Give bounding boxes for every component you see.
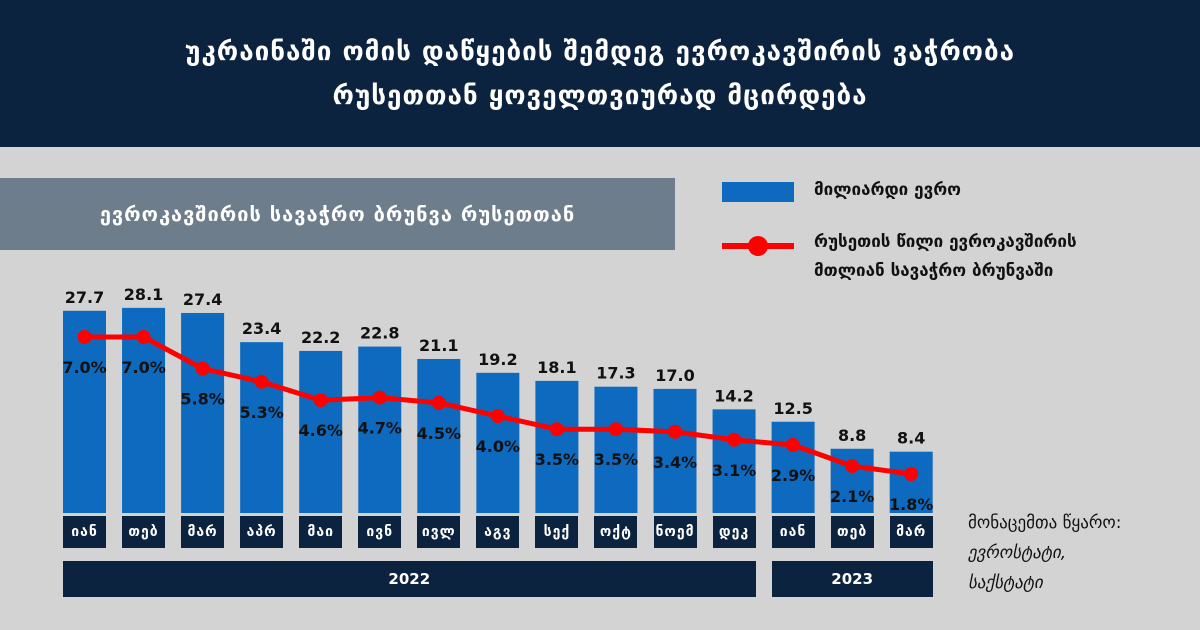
share-label-13: 2.1% xyxy=(830,487,874,506)
share-point-3 xyxy=(254,374,269,389)
share-point-11 xyxy=(727,432,742,447)
bar-value-label-1: 28.1 xyxy=(124,285,163,304)
share-label-4: 4.6% xyxy=(299,421,343,440)
bar-value-label-11: 14.2 xyxy=(714,386,753,405)
month-label-12: იან xyxy=(771,516,815,548)
share-label-14: 1.8% xyxy=(889,495,933,514)
share-point-14 xyxy=(904,467,919,481)
bar-11 xyxy=(712,409,756,513)
share-point-4 xyxy=(313,393,328,408)
share-label-12: 2.9% xyxy=(771,466,815,485)
share-point-7 xyxy=(490,409,505,424)
source-line-1: ევროსტატი, xyxy=(968,543,1067,563)
share-label-8: 3.5% xyxy=(535,450,579,469)
source-label: მონაცემთა წყარო: xyxy=(968,513,1122,533)
bar-value-label-8: 18.1 xyxy=(537,358,576,377)
title-line-1: უკრაინაში ომის დაწყების შემდეგ ევროკავში… xyxy=(184,36,1016,67)
month-label-1: თებ xyxy=(122,516,166,548)
bar-4 xyxy=(299,350,343,513)
month-label-10: ნოემ xyxy=(653,516,697,548)
title-line-2: რუსეთთან ყოველთვიურად მცირდება xyxy=(332,80,868,111)
bar-value-label-12: 12.5 xyxy=(773,399,812,418)
bar-value-label-2: 27.4 xyxy=(183,290,222,309)
bar-value-label-13: 8.8 xyxy=(838,426,866,445)
bar-9 xyxy=(594,386,638,513)
bar-value-label-6: 21.1 xyxy=(419,336,458,355)
bar-value-label-10: 17.0 xyxy=(655,366,694,385)
share-point-6 xyxy=(431,395,446,410)
header-banner: უკრაინაში ომის დაწყების შემდეგ ევროკავში… xyxy=(0,0,1200,147)
share-label-7: 4.0% xyxy=(476,437,520,456)
year-label-2022: 2022 xyxy=(63,561,756,597)
month-label-9: ოქტ xyxy=(594,516,638,548)
bar-value-label-7: 19.2 xyxy=(478,350,517,369)
bar-2 xyxy=(181,312,225,513)
chart-subtitle: ევროკავშირის სავაჭრო ბრუნვა რუსეთთან xyxy=(0,178,675,250)
legend-bar-label: მილიარდი ევრო xyxy=(814,180,962,200)
legend-line-label-1: რუსეთის წილი ევროკავშირის xyxy=(814,232,1077,252)
bar-10 xyxy=(653,388,697,513)
month-label-4: მაი xyxy=(299,516,343,548)
legend-bar-swatch xyxy=(722,182,794,202)
share-point-13 xyxy=(845,459,860,474)
share-point-9 xyxy=(608,422,623,437)
legend-line-label-2: მთლიან სავაჭრო ბრუნვაში xyxy=(814,261,1054,281)
share-point-12 xyxy=(786,438,801,453)
share-label-10: 3.4% xyxy=(653,453,697,472)
bar-12 xyxy=(771,421,815,513)
bar-5 xyxy=(358,346,402,513)
month-label-5: ივნ xyxy=(358,516,402,548)
share-label-5: 4.7% xyxy=(358,419,402,438)
month-label-13: თებ xyxy=(830,516,874,548)
bar-7 xyxy=(476,372,520,513)
source-line-2: საქსტატი xyxy=(968,573,1043,593)
bar-value-label-9: 17.3 xyxy=(596,364,635,383)
share-label-0: 7.0% xyxy=(62,358,106,377)
share-point-0 xyxy=(77,330,92,344)
year-label-2023: 2023 xyxy=(771,561,933,597)
month-label-8: სექ xyxy=(535,516,579,548)
bar-3 xyxy=(240,342,284,513)
month-label-3: აპრ xyxy=(240,516,284,548)
share-point-1 xyxy=(136,330,151,344)
share-label-9: 3.5% xyxy=(594,450,638,469)
bar-0 xyxy=(63,310,106,513)
bar-value-label-5: 22.8 xyxy=(360,324,399,343)
share-point-10 xyxy=(668,424,682,439)
bar-8 xyxy=(535,380,579,513)
source-note: მონაცემთა წყარო: ევროსტატი, საქსტატი xyxy=(968,508,1122,598)
share-label-3: 5.3% xyxy=(239,403,283,422)
bar-14 xyxy=(889,451,933,513)
month-label-2: მარ xyxy=(181,516,225,548)
bar-value-label-0: 27.7 xyxy=(65,288,104,307)
share-label-2: 5.8% xyxy=(180,390,224,409)
share-label-11: 3.1% xyxy=(712,461,756,480)
bar-value-label-3: 23.4 xyxy=(242,319,281,338)
month-label-0: იან xyxy=(63,516,106,548)
share-point-2 xyxy=(195,361,210,376)
bar-value-label-4: 22.2 xyxy=(301,328,340,347)
share-point-8 xyxy=(549,422,564,437)
share-point-5 xyxy=(372,390,387,405)
month-label-11: დეკ xyxy=(712,516,756,548)
month-label-14: მარ xyxy=(889,516,933,548)
month-label-6: ივლ xyxy=(417,516,461,548)
share-label-6: 4.5% xyxy=(417,424,461,443)
bar-6 xyxy=(417,358,461,513)
month-label-7: აგვ xyxy=(476,516,520,548)
bar-value-label-14: 8.4 xyxy=(897,429,925,448)
legend-line-icon xyxy=(722,236,794,256)
share-label-1: 7.0% xyxy=(121,358,165,377)
